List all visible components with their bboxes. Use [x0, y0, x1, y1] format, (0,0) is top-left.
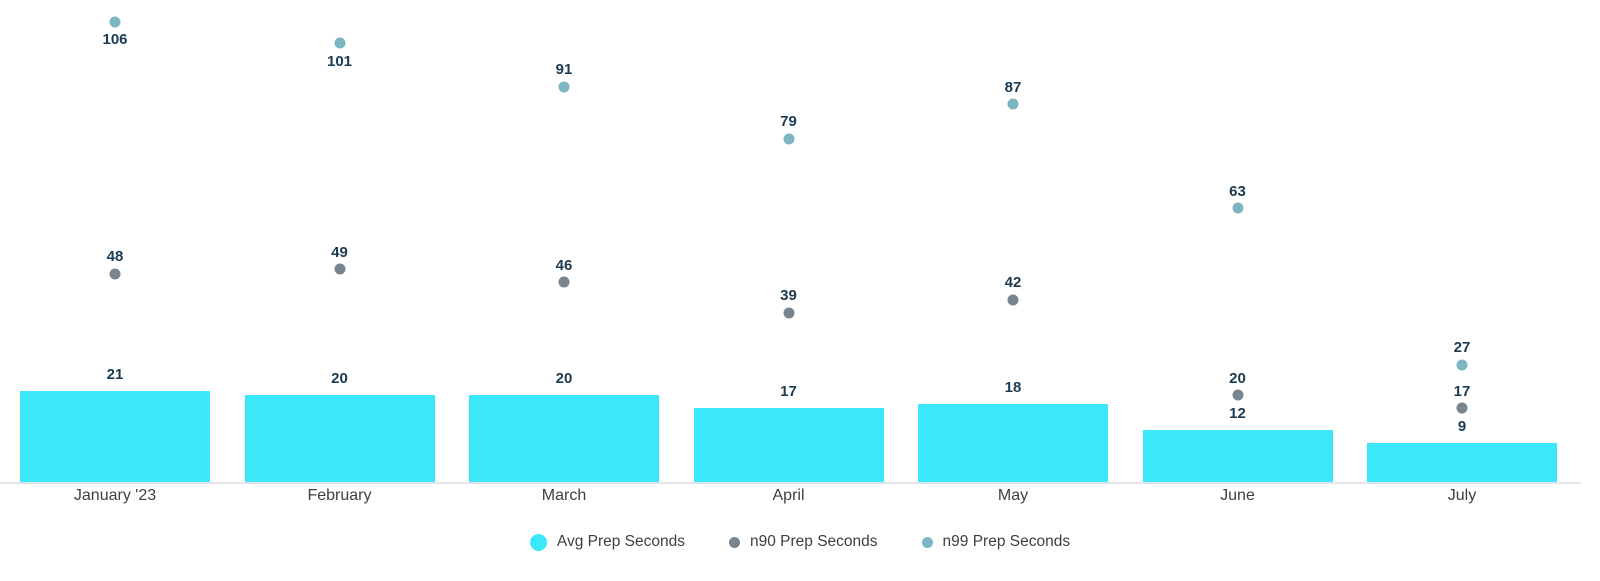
bar-avg-prep-seconds[interactable]	[1367, 442, 1557, 482]
plot-area: 21 48 106 20 49 101 20 46 91 17 39 79 18 42 87 12 20 63 9 1…	[20, 16, 1557, 482]
point-n90-prep-seconds[interactable]	[558, 276, 570, 288]
point-n99-prep-seconds[interactable]	[1456, 359, 1468, 371]
point-n99-prep-seconds[interactable]	[1007, 98, 1019, 110]
bar-avg-prep-seconds[interactable]	[20, 390, 210, 482]
bar-avg-prep-seconds[interactable]	[1142, 429, 1333, 482]
bar-avg-prep-seconds[interactable]	[244, 395, 435, 482]
value-label-n90: 42	[1004, 274, 1022, 292]
legend-marker-n99-icon	[921, 536, 933, 548]
x-axis-label: May	[997, 487, 1029, 504]
point-n90-prep-seconds[interactable]	[1456, 402, 1468, 414]
point-n99-prep-seconds[interactable]	[1232, 202, 1243, 214]
value-label-n90: 48	[106, 248, 124, 266]
x-axis-label: February	[307, 487, 372, 504]
value-label-avg: 17	[780, 383, 797, 401]
x-axis-label: July	[1447, 487, 1477, 504]
legend-label: Avg Prep Seconds	[556, 533, 685, 550]
bar-avg-prep-seconds[interactable]	[918, 403, 1108, 482]
legend-label: n99 Prep Seconds	[942, 533, 1071, 550]
value-label-n99: 27	[1453, 339, 1471, 357]
value-label-avg: 21	[106, 365, 124, 383]
legend-item-n90[interactable]: n90 Prep Seconds	[729, 533, 878, 551]
bar-avg-prep-seconds[interactable]	[693, 408, 884, 482]
legend-label: n90 Prep Seconds	[750, 533, 878, 550]
x-axis-label: June	[1220, 487, 1255, 504]
value-label-n99: 106	[102, 31, 128, 49]
value-label-avg: 18	[1004, 378, 1022, 396]
value-label-n90: 39	[780, 287, 797, 305]
point-n90-prep-seconds[interactable]	[783, 307, 794, 319]
bar-avg-prep-seconds[interactable]	[469, 395, 659, 482]
value-label-n90: 46	[555, 256, 573, 274]
point-n90-prep-seconds[interactable]	[1007, 294, 1019, 306]
value-label-avg: 12	[1229, 404, 1246, 422]
value-label-n99: 91	[555, 61, 573, 79]
value-label-n99: 63	[1229, 182, 1246, 200]
x-axis-label: April	[772, 487, 805, 504]
point-n99-prep-seconds[interactable]	[109, 16, 121, 28]
legend-item-avg[interactable]: Avg Prep Seconds	[529, 533, 685, 551]
chart-legend: Avg Prep Seconds n90 Prep Seconds n99 Prep…	[0, 533, 1600, 551]
x-axis-line	[0, 482, 1581, 484]
value-label-avg: 9	[1457, 417, 1467, 435]
value-label-n90: 49	[331, 243, 348, 261]
point-n90-prep-seconds[interactable]	[334, 263, 345, 275]
point-n90-prep-seconds[interactable]	[1232, 389, 1243, 401]
legend-marker-n90-icon	[729, 536, 740, 548]
x-axis-label: January '23	[73, 487, 157, 504]
point-n99-prep-seconds[interactable]	[334, 37, 345, 49]
value-label-avg: 20	[331, 370, 348, 388]
point-n99-prep-seconds[interactable]	[783, 133, 794, 145]
value-label-avg: 20	[555, 370, 573, 388]
legend-marker-avg-icon	[529, 533, 547, 551]
point-n90-prep-seconds[interactable]	[109, 268, 121, 280]
value-label-n99: 79	[780, 113, 797, 131]
value-label-n90: 20	[1229, 369, 1246, 387]
legend-item-n99[interactable]: n99 Prep Seconds	[921, 533, 1071, 551]
value-label-n99: 87	[1004, 78, 1022, 96]
point-n99-prep-seconds[interactable]	[558, 81, 570, 93]
x-axis-label: March	[541, 487, 587, 504]
value-label-n90: 17	[1453, 382, 1471, 400]
value-label-n99: 101	[326, 52, 353, 70]
